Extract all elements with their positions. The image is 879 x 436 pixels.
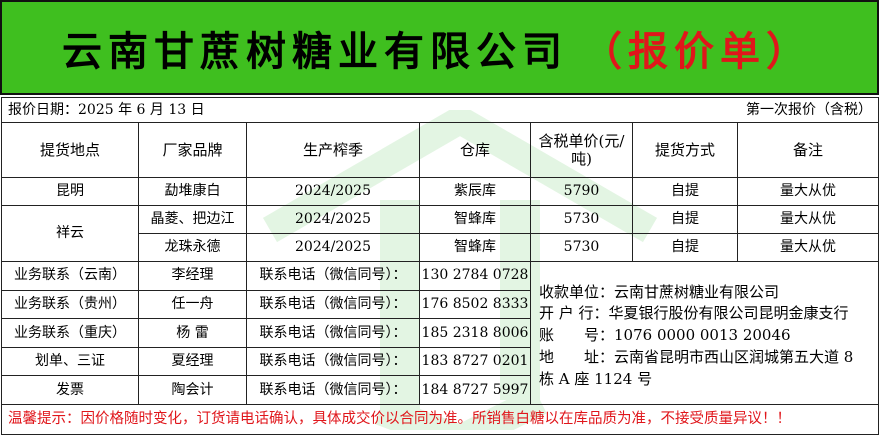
contact-label: 联系电话（微信同号）： — [246, 375, 420, 405]
brand: 龙珠永德 — [138, 233, 247, 262]
method: 自提 — [632, 205, 738, 234]
payee: 收款单位：云南甘蔗树糖业有限公司 — [539, 282, 780, 301]
company-name: 云南甘蔗树糖业有限公司 — [62, 27, 568, 75]
contact-role: 业务联系（云南） — [1, 261, 139, 291]
contact-phone: 176 8502 8333 — [419, 289, 531, 320]
contact-row: 发票 陶会计 联系电话（微信同号）： 184 8727 5997 — [1, 375, 879, 405]
quote-date: 报价日期：2025 年 6 月 13 日 — [8, 101, 205, 118]
header-cell: 提货地点 — [1, 122, 139, 178]
season: 2024/2025 — [246, 205, 420, 234]
contact-row: 业务联系（云南） 李经理 联系电话（微信同号）： 130 2784 0728 收… — [1, 261, 879, 405]
location: 祥云 — [1, 205, 139, 262]
contact-label: 联系电话（微信同号）： — [246, 318, 420, 348]
warehouse: 智蜂库 — [419, 205, 531, 234]
account-number: 账 号：1076 0000 0013 20046 — [539, 326, 791, 345]
brand: 晶菱、把边江 — [138, 205, 247, 234]
contact-label: 联系电话（微信同号）： — [246, 346, 420, 377]
method: 自提 — [632, 177, 738, 206]
price: 5730 — [530, 205, 633, 234]
method: 自提 — [632, 233, 738, 262]
address: 地 址：云南省昆明市西山区润城第五大道 8 栋 A 座 1124 号 — [539, 347, 854, 388]
contact-phone: 185 2318 8006 — [419, 318, 531, 348]
header-cell: 提货方式 — [632, 122, 738, 178]
title-banner: 云南甘蔗树糖业有限公司 （报价单） — [0, 0, 879, 95]
contact-role: 业务联系（贵州） — [1, 289, 139, 320]
price: 5730 — [530, 233, 633, 262]
remark: 量大从优 — [736, 177, 879, 206]
brand: 勐堆康白 — [138, 177, 247, 206]
header-cell: 备注 — [736, 122, 879, 178]
warehouse: 智蜂库 — [419, 233, 531, 262]
contact-label: 联系电话（微信同号）： — [246, 261, 420, 291]
contact-phone: 130 2784 0728 — [419, 261, 531, 291]
contact-role: 划单、三证 — [1, 346, 139, 377]
location: 昆明 — [1, 177, 139, 206]
contact-phone: 184 8727 5997 — [419, 375, 531, 405]
doc-type: （报价单） — [582, 27, 812, 75]
header-cell: 仓库 — [419, 122, 531, 178]
contact-name: 夏经理 — [138, 346, 247, 377]
contact-label: 联系电话（微信同号）： — [246, 289, 420, 320]
remark: 量大从优 — [736, 233, 879, 262]
header-cell: 含税单价(元/吨) — [530, 122, 633, 178]
contact-role: 发票 — [1, 375, 139, 405]
bank-info: 收款单位：云南甘蔗树糖业有限公司 开 户 行：华夏银行股份有限公司昆明金康支行 … — [529, 261, 879, 405]
header-cell: 厂家品牌 — [138, 122, 247, 178]
warning-notice: 温馨提示：因价格随时变化，订货请电话确认，具体成交价以合同为准。所销售白糖以在库… — [0, 403, 879, 435]
header-cell: 生产榨季 — [246, 122, 420, 178]
remark: 量大从优 — [736, 205, 879, 234]
contact-role: 业务联系（重庆） — [1, 318, 139, 348]
contact-phone: 183 8727 0201 — [419, 346, 531, 377]
season: 2024/2025 — [246, 233, 420, 262]
contact-row: 划单、三证 夏经理 联系电话（微信同号）： 183 8727 0201 — [1, 346, 879, 377]
season: 2024/2025 — [246, 177, 420, 206]
quote-note: 第一次报价（含税） — [746, 101, 873, 118]
contact-name: 李经理 — [138, 261, 247, 291]
table-row: 祥云 晶菱、把边江 2024/2025 智蜂库 5730 自提 量大从优 — [1, 205, 879, 262]
contact-name: 杨 雷 — [138, 318, 247, 348]
bank-name: 开 户 行：华夏银行股份有限公司昆明金康支行 — [539, 304, 849, 323]
contact-name: 任一舟 — [138, 289, 247, 320]
price: 5790 — [530, 177, 633, 206]
warehouse: 紫辰库 — [419, 177, 531, 206]
date-row: 报价日期：2025 年 6 月 13 日 第一次报价（含税） — [0, 97, 879, 123]
table-row: 昆明 勐堆康白 2024/2025 紫辰库 5790 自提 量大从优 — [1, 177, 879, 206]
table-row: 龙珠永德 2024/2025 智蜂库 5730 自提 量大从优 — [2, 233, 879, 262]
quote-table: 报价日期：2025 年 6 月 13 日第一次报价（含税） 提货地点 厂家品牌 … — [0, 97, 879, 435]
contact-name: 陶会计 — [138, 375, 247, 405]
